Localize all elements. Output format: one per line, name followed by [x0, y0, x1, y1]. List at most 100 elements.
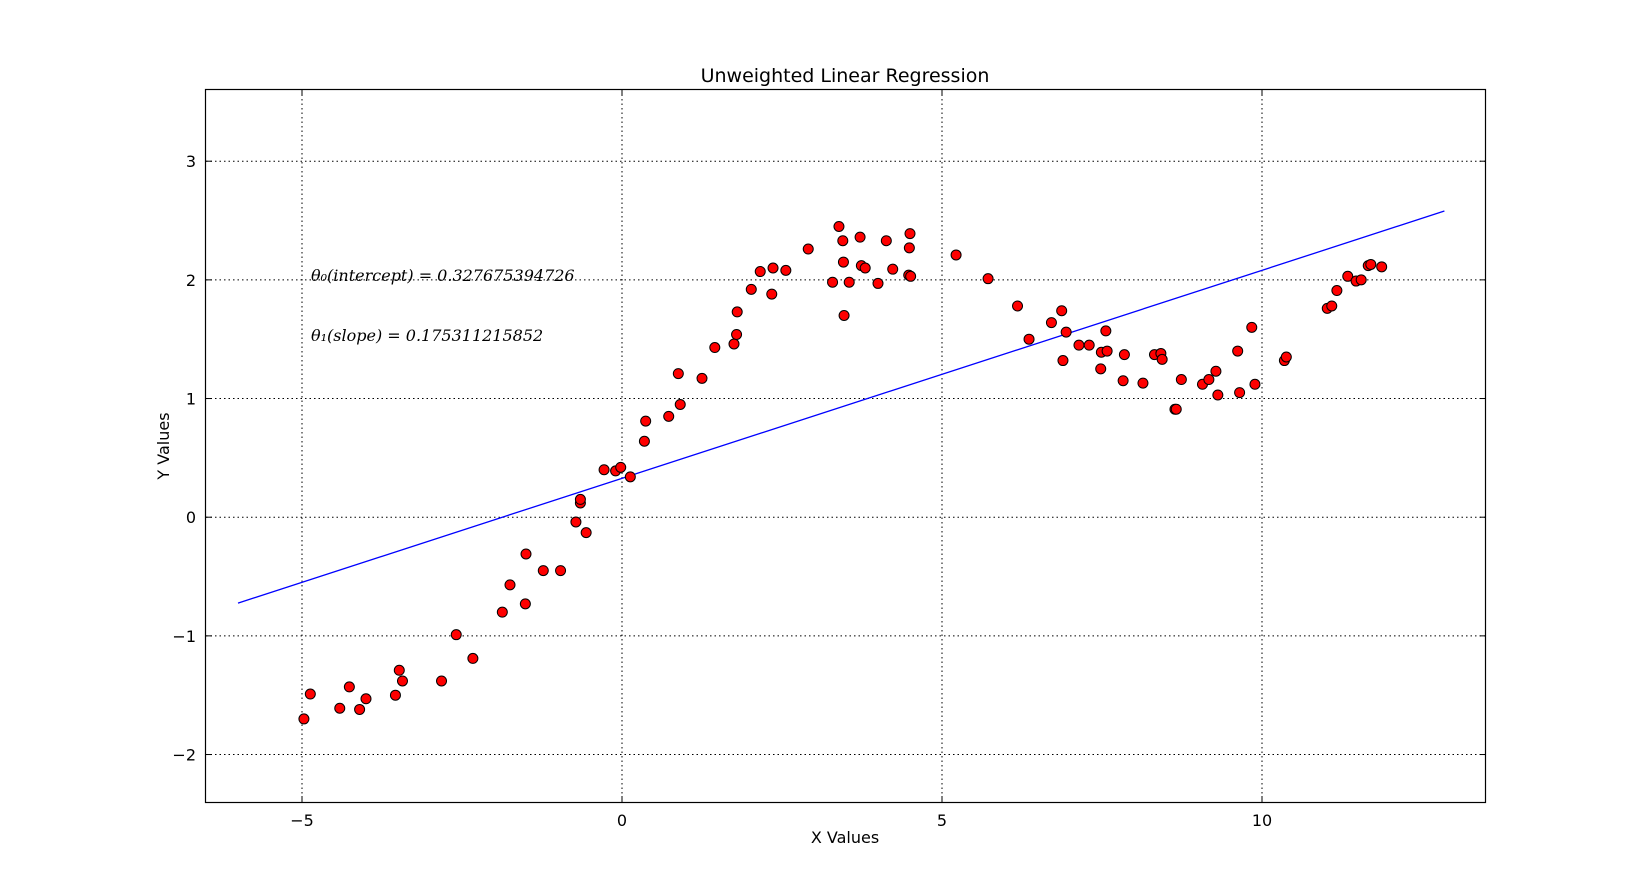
- y-tick-label: −2: [172, 746, 196, 765]
- data-point: [598, 464, 610, 476]
- data-point: [1118, 349, 1130, 361]
- data-point: [859, 262, 871, 274]
- data-point: [838, 309, 850, 321]
- data-point: [555, 565, 567, 577]
- data-point: [389, 689, 401, 701]
- data-point: [519, 598, 531, 610]
- data-point: [1203, 374, 1215, 386]
- scatter-points: [298, 220, 1388, 725]
- y-tick-label: 0: [186, 508, 196, 527]
- data-point: [1012, 300, 1024, 312]
- data-point: [615, 461, 627, 473]
- data-point: [436, 675, 448, 687]
- chart-title: Unweighted Linear Regression: [701, 65, 990, 87]
- data-point: [854, 231, 866, 243]
- data-point: [1045, 317, 1057, 329]
- data-point: [1101, 345, 1113, 357]
- data-point: [504, 579, 516, 591]
- data-point: [1095, 363, 1107, 375]
- x-tick-label: 10: [1252, 811, 1272, 830]
- y-tick-label: 1: [186, 390, 196, 409]
- data-point: [766, 288, 778, 300]
- y-axis-label: Y Values: [154, 412, 173, 480]
- data-point: [780, 264, 792, 276]
- data-point: [731, 306, 743, 318]
- data-point: [334, 702, 346, 714]
- data-point: [580, 527, 592, 539]
- data-point: [1232, 345, 1244, 357]
- data-point: [1100, 325, 1112, 337]
- data-point: [672, 368, 684, 380]
- data-point: [731, 328, 743, 340]
- data-point: [1117, 375, 1129, 387]
- data-point: [872, 277, 884, 289]
- data-point: [638, 435, 650, 447]
- data-point: [833, 220, 845, 232]
- data-point: [360, 693, 372, 705]
- data-point: [827, 276, 839, 288]
- data-point: [904, 228, 916, 240]
- data-point: [880, 235, 892, 247]
- data-point: [1376, 261, 1388, 273]
- data-point: [745, 283, 757, 295]
- data-point: [728, 338, 740, 350]
- data-point: [1210, 365, 1222, 377]
- data-point: [1355, 274, 1367, 286]
- x-tick-label: −5: [290, 811, 314, 830]
- data-point: [1073, 339, 1085, 351]
- data-point: [304, 688, 316, 700]
- data-point: [450, 629, 462, 641]
- data-point: [1212, 389, 1224, 401]
- data-point: [663, 410, 675, 422]
- x-tick-label: 5: [937, 811, 947, 830]
- data-point: [837, 235, 849, 247]
- data-point: [1280, 351, 1292, 363]
- data-point: [496, 606, 508, 618]
- data-point: [354, 703, 366, 715]
- data-point: [1365, 258, 1377, 270]
- data-point: [696, 372, 708, 384]
- data-point: [982, 273, 994, 285]
- data-point: [1249, 378, 1261, 390]
- tick-labels: −5 0 5 10 −2 −1 0 1 2 3: [172, 152, 1272, 830]
- data-point: [802, 243, 814, 255]
- data-point: [767, 262, 779, 274]
- data-point: [903, 242, 915, 254]
- data-point: [1234, 387, 1246, 399]
- data-point: [1246, 321, 1258, 333]
- data-point: [396, 675, 408, 687]
- data-point: [298, 713, 310, 725]
- y-tick-label: 3: [186, 152, 196, 171]
- annotation-slope: θ₁(slope) = 0.175311215852: [311, 326, 543, 345]
- x-tick-label: 0: [617, 811, 627, 830]
- data-point: [709, 342, 721, 354]
- data-point: [537, 565, 549, 577]
- data-point: [950, 249, 962, 261]
- data-point: [1175, 374, 1187, 386]
- regression-line: [237, 210, 1445, 604]
- regression-line-layer: [237, 210, 1445, 604]
- x-axis-label: X Values: [811, 828, 879, 847]
- data-point: [754, 266, 766, 278]
- data-point: [1060, 326, 1072, 338]
- data-point: [1342, 270, 1354, 282]
- data-point: [1331, 285, 1343, 297]
- data-point: [674, 398, 686, 410]
- y-tick-label: 2: [186, 271, 196, 290]
- data-point: [1057, 355, 1069, 367]
- data-point: [1023, 333, 1035, 345]
- data-point: [843, 276, 855, 288]
- data-point: [1137, 377, 1149, 389]
- data-point: [343, 681, 355, 693]
- data-point: [640, 415, 652, 427]
- data-point: [1056, 305, 1068, 317]
- y-tick-label: −1: [172, 627, 196, 646]
- data-point: [837, 256, 849, 268]
- axis-ticks: [206, 90, 1486, 802]
- data-point: [574, 493, 586, 505]
- data-point: [905, 270, 917, 282]
- data-point: [520, 548, 532, 560]
- annotation-intercept: θ₀(intercept) = 0.327675394726: [311, 266, 575, 285]
